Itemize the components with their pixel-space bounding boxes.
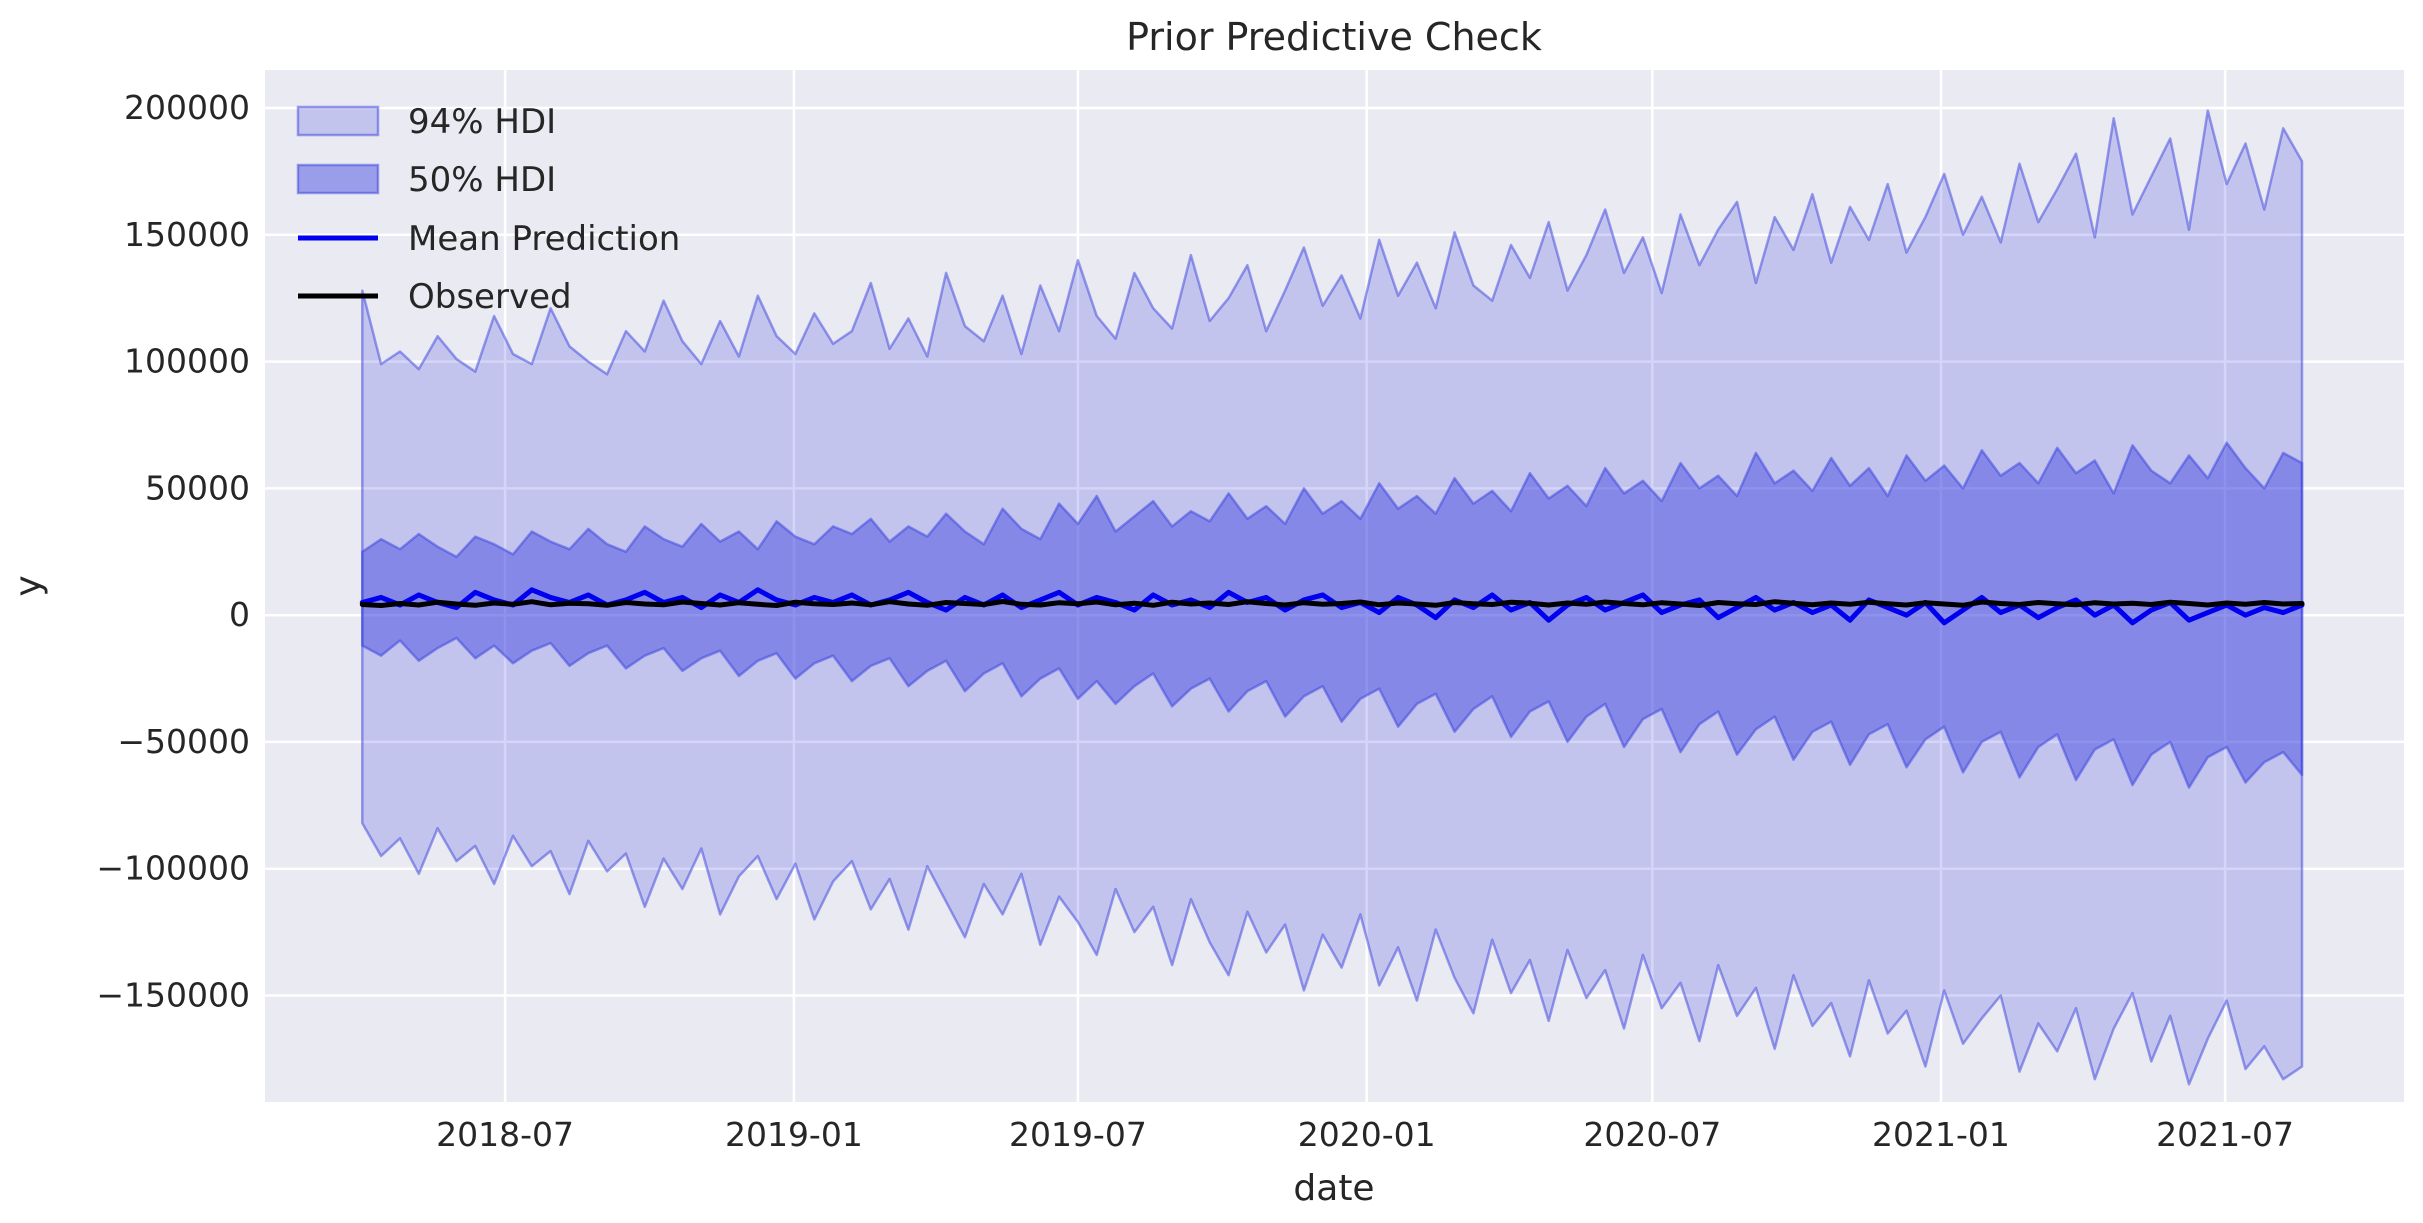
gridlines xyxy=(265,70,2404,1102)
legend-label-50-hdi: 50% HDI xyxy=(408,160,556,200)
y-tick-label: 100000 xyxy=(124,342,250,381)
legend-label-observed: Observed xyxy=(408,277,572,317)
x-axis-label: date xyxy=(1293,1168,1374,1209)
mean-prediction-line xyxy=(359,587,2305,626)
x-tick-label: 2018-07 xyxy=(436,1115,574,1154)
observed-line xyxy=(359,599,2305,608)
x-tick-label: 2020-07 xyxy=(1583,1115,1721,1154)
hdi-50-band xyxy=(361,441,2304,789)
y-tick-label: 150000 xyxy=(124,215,250,254)
legend: 94% HDI 50% HDI Mean Prediction Observed xyxy=(296,102,680,317)
y-axis-label: y xyxy=(8,575,49,596)
x-tick-label: 2019-01 xyxy=(725,1115,863,1154)
y-tick-label: −150000 xyxy=(96,976,250,1015)
y-tick-label: 50000 xyxy=(145,468,250,507)
plot-background xyxy=(265,70,2404,1102)
legend-swatch-94-hdi xyxy=(296,105,380,137)
x-tick-label: 2021-07 xyxy=(2156,1115,2294,1154)
legend-swatch-50-hdi xyxy=(296,163,380,195)
chart-title: Prior Predictive Check xyxy=(1126,15,1542,59)
x-tick-label: 2020-01 xyxy=(1298,1115,1436,1154)
y-tick-label: 0 xyxy=(229,595,250,634)
y-tick-label: 200000 xyxy=(124,88,250,127)
x-tick-label: 2019-07 xyxy=(1009,1115,1147,1154)
tick-labels: 200000 150000 100000 50000 0 −50000 −100000 −15… xyxy=(96,88,2294,1154)
y-tick-label: −100000 xyxy=(96,849,250,888)
hdi-94-band xyxy=(361,109,2304,1086)
x-tick-label: 2021-01 xyxy=(1872,1115,2010,1154)
legend-label-mean-prediction: Mean Prediction xyxy=(408,219,680,259)
y-tick-label: −50000 xyxy=(117,722,250,761)
plot-area: 200000 150000 100000 50000 0 −50000 −100000 −15… xyxy=(96,70,2404,1154)
legend-label-94-hdi: 94% HDI xyxy=(408,102,556,142)
